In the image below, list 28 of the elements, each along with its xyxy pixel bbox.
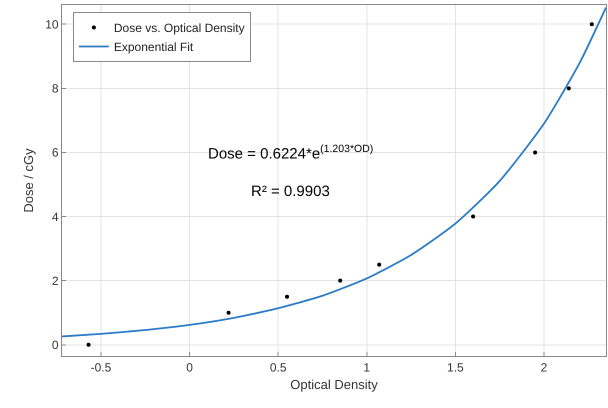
- point: [338, 278, 342, 283]
- y-tick-label: 4: [52, 210, 59, 224]
- annotation: Dose = 0.6224*e$^{(1.203*OD)}$: [208, 143, 374, 162]
- y-tick-label: 0: [52, 338, 59, 352]
- point: [285, 294, 290, 299]
- point: [533, 150, 538, 154]
- point: [590, 22, 594, 26]
- x-tick-label: 0: [186, 360, 194, 374]
- y-tick-label: 8: [52, 82, 59, 96]
- point: [226, 310, 231, 315]
- x-tick-label: 1.5: [447, 360, 464, 374]
- y-axis-title: Dose / cGy: [21, 148, 36, 213]
- y-tick-label: 2: [52, 274, 59, 288]
- x-tick-label: -0.5: [90, 360, 112, 374]
- x-tick-label: 2: [540, 360, 548, 374]
- x-tick-label: 1: [363, 360, 370, 374]
- point: [86, 342, 91, 347]
- y-tick-label: 10: [45, 17, 59, 32]
- point: [377, 262, 382, 267]
- point: [566, 86, 571, 90]
- legend-label: Dose vs. Optical Density: [114, 21, 245, 36]
- annotation: R² = 0.9903: [251, 183, 330, 200]
- y-tick-label: 6: [52, 146, 59, 160]
- x-tick-label: 0.5: [270, 360, 287, 374]
- point: [471, 214, 476, 219]
- line-series: [62, 6, 606, 338]
- legend-label: Exponential Fit: [114, 40, 194, 54]
- x-axis-title: Optical Density: [290, 377, 378, 392]
